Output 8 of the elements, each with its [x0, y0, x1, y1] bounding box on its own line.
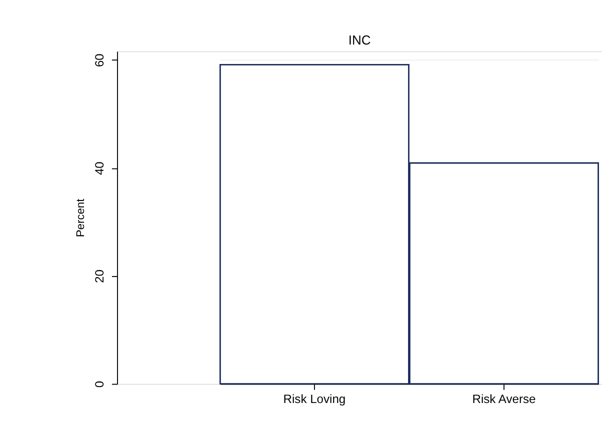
x-tick-label: Risk Loving: [283, 392, 346, 406]
y-axis-title: Percent: [75, 198, 88, 238]
x-tick-label: Risk Averse: [472, 392, 536, 406]
y-tick-label: 60: [92, 53, 107, 68]
chart-title: INC: [348, 32, 371, 48]
y-tick-label: 0: [92, 380, 107, 388]
y-tick-label: 20: [92, 269, 107, 284]
y-tick-label: 40: [92, 161, 107, 176]
